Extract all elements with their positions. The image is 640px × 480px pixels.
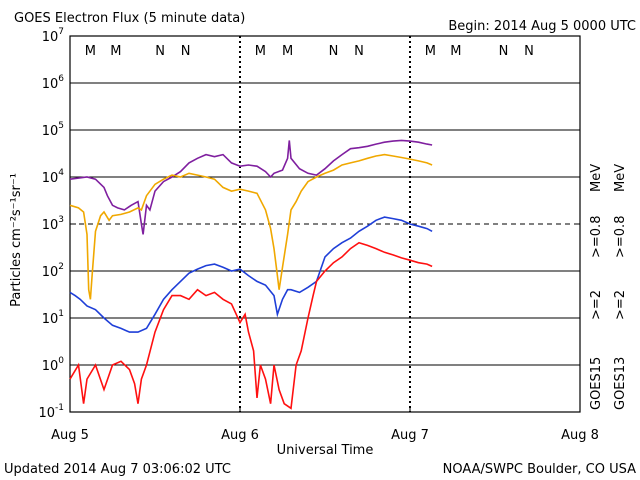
satellite-marker: M (450, 44, 461, 59)
series-line (69, 241, 433, 410)
legend-label: >=2 (589, 290, 604, 320)
satellite-marker: M (85, 44, 96, 59)
y-tick-label: 100 (42, 356, 65, 374)
series-group (69, 139, 433, 410)
satellite-marker: M (110, 44, 121, 59)
y-tick-label: 101 (42, 309, 64, 327)
x-tick-label: Aug 5 (51, 428, 89, 443)
y-tick-exponent: -1 (55, 403, 64, 413)
series-line (69, 139, 433, 235)
legend-label: >=0.8 (613, 216, 628, 258)
legend-label: >=2 (613, 290, 628, 320)
satellite-marker: N (329, 44, 339, 59)
footer-updated: Updated 2014 Aug 7 03:06:02 UTC (4, 462, 231, 477)
y-tick-exponent: 5 (58, 121, 64, 131)
chart-title: GOES Electron Flux (5 minute data) (14, 11, 245, 26)
x-axis-label: Universal Time (277, 443, 374, 458)
x-tick-label: Aug 7 (391, 428, 429, 443)
x-tick-label: Aug 8 (561, 428, 599, 443)
legend-label: GOES13 (613, 357, 628, 410)
satellite-marker: N (524, 44, 534, 59)
y-tick-exponent: 4 (58, 168, 64, 178)
satellite-marker: N (354, 44, 364, 59)
y-tick-exponent: 6 (58, 74, 64, 84)
y-tick-exponent: 2 (58, 262, 64, 272)
footer-credit: NOAA/SWPC Boulder, CO USA (443, 462, 636, 477)
y-tick-label: 105 (42, 121, 64, 139)
y-tick-exponent: 3 (58, 215, 64, 225)
satellite-marker: N (181, 44, 191, 59)
y-tick-label: 106 (42, 74, 65, 92)
y-axis-label: Particles cm⁻²s⁻¹sr⁻¹ (9, 173, 24, 307)
legend-label: MeV (589, 164, 604, 192)
y-tick-exponent: 1 (58, 309, 64, 319)
x-tick-label: Aug 6 (221, 428, 259, 443)
satellite-marker: M (255, 44, 266, 59)
y-tick-label: 107 (42, 27, 64, 45)
y-tick-label: 104 (42, 168, 65, 186)
y-tick-label: 103 (42, 215, 64, 233)
y-tick-label: 10-1 (38, 403, 64, 421)
y-tick-exponent: 7 (58, 27, 64, 37)
series-line (69, 216, 433, 333)
series-line (69, 153, 433, 300)
y-tick-label: 102 (42, 262, 64, 280)
satellite-marker: N (155, 44, 165, 59)
satellite-marker: M (282, 44, 293, 59)
legend-label: MeV (613, 164, 628, 192)
begin-label: Begin: 2014 Aug 5 0000 UTC (448, 19, 636, 34)
legend-label: >=0.8 (589, 216, 604, 258)
x-axis-ticks: Aug 5 Aug 6 Aug 7 Aug 8 (51, 406, 599, 443)
satellite-marker: N (499, 44, 509, 59)
gridlines (70, 36, 580, 412)
legend-label: GOES15 (589, 357, 604, 410)
satellite-marker: M (425, 44, 436, 59)
y-tick-exponent: 0 (58, 356, 64, 366)
